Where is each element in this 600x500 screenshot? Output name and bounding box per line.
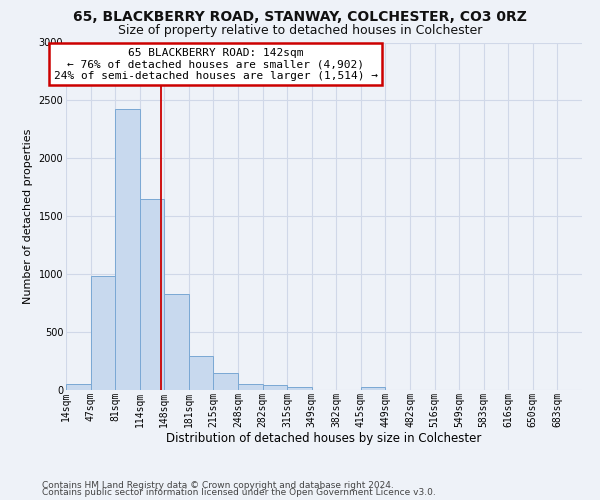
Text: 65, BLACKBERRY ROAD, STANWAY, COLCHESTER, CO3 0RZ: 65, BLACKBERRY ROAD, STANWAY, COLCHESTER…	[73, 10, 527, 24]
Bar	[189, 356, 214, 390]
Bar	[140, 199, 164, 390]
Text: 65 BLACKBERRY ROAD: 142sqm
← 76% of detached houses are smaller (4,902)
24% of s: 65 BLACKBERRY ROAD: 142sqm ← 76% of deta…	[53, 48, 377, 81]
Bar	[238, 384, 263, 390]
Bar	[91, 276, 115, 390]
Text: Size of property relative to detached houses in Colchester: Size of property relative to detached ho…	[118, 24, 482, 37]
Bar	[164, 294, 189, 390]
Text: Contains public sector information licensed under the Open Government Licence v3: Contains public sector information licen…	[42, 488, 436, 497]
Bar	[287, 386, 312, 390]
Bar	[263, 386, 287, 390]
Y-axis label: Number of detached properties: Number of detached properties	[23, 128, 33, 304]
Text: Contains HM Land Registry data © Crown copyright and database right 2024.: Contains HM Land Registry data © Crown c…	[42, 480, 394, 490]
X-axis label: Distribution of detached houses by size in Colchester: Distribution of detached houses by size …	[166, 432, 482, 445]
Bar	[361, 387, 385, 390]
Bar	[66, 384, 91, 390]
Bar	[214, 372, 238, 390]
Bar	[115, 108, 140, 390]
